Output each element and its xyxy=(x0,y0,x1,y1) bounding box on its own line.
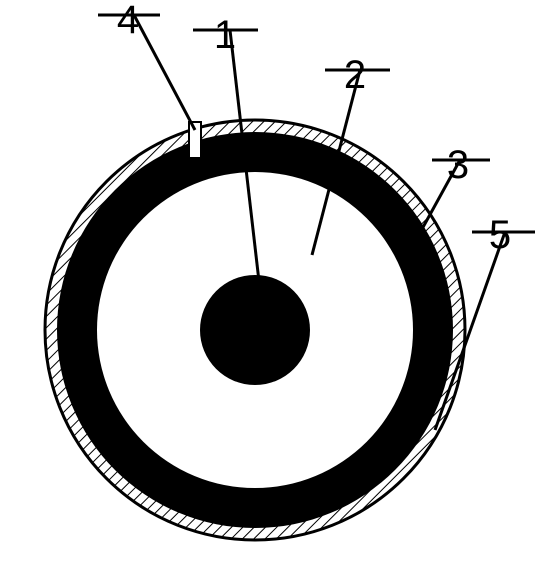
leader-4 xyxy=(134,15,195,130)
label-4: 4 xyxy=(117,0,139,42)
label-1: 1 xyxy=(214,13,236,57)
center-solid xyxy=(200,275,310,385)
label-2: 2 xyxy=(344,53,366,97)
label-3: 3 xyxy=(447,143,469,187)
label-5: 5 xyxy=(489,213,511,257)
